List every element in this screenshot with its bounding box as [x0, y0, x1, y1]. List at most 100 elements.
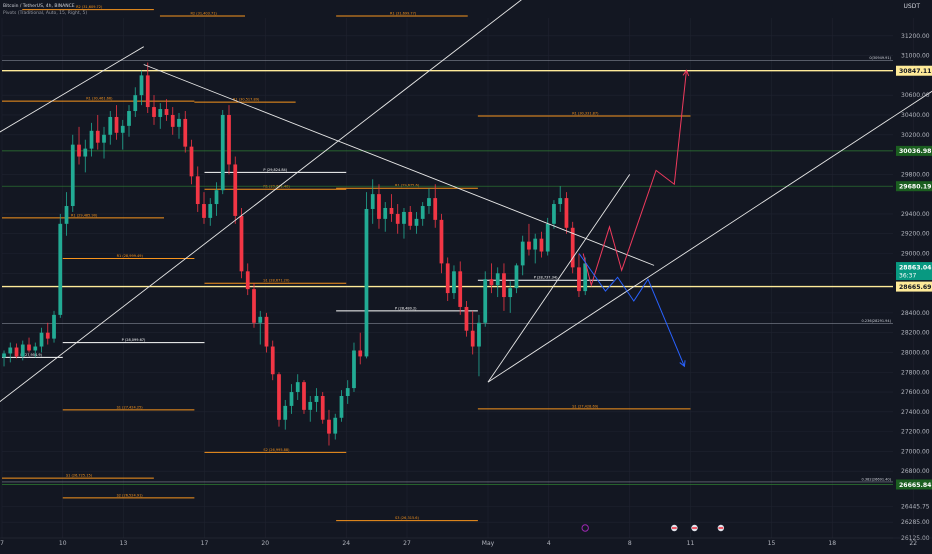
currency-label: USDT: [903, 3, 921, 10]
pivot-level-label: R1 (30,461.66): [86, 97, 113, 101]
time-axis-label: 22: [909, 540, 917, 547]
pivot-level-label: S1 (26,725.15): [66, 474, 93, 478]
pivot-level-label: R2 (31,403.71): [190, 12, 217, 16]
price-axis-label: 30400.00: [901, 112, 930, 119]
trend-line: [487, 90, 932, 383]
price-axis-label: 28400.00: [901, 310, 930, 317]
candle-body: [108, 116, 113, 135]
candle-body: [333, 417, 338, 434]
candle-body: [145, 75, 150, 108]
candle-body: [270, 346, 275, 375]
pivot-level-label: R1 (30,517.89): [233, 98, 260, 102]
candle-body: [458, 271, 463, 307]
price-axis-label: 29400.00: [901, 211, 930, 218]
candle-body: [514, 265, 519, 289]
arrow-head-icon: [682, 69, 690, 77]
candle-body: [552, 204, 556, 224]
candle-body: [114, 116, 119, 133]
price-badge: [896, 65, 932, 76]
candle-body: [377, 194, 381, 219]
price-badge-value: 30847.11: [899, 68, 932, 75]
candle-body: [289, 392, 294, 406]
price-badge: [896, 145, 932, 156]
candle-body: [533, 238, 538, 250]
candle-body: [70, 144, 75, 207]
candle-body: [495, 273, 500, 286]
candle-body: [352, 350, 356, 389]
candle-body: [470, 330, 475, 347]
candle-body: [370, 194, 375, 209]
trend-line: [487, 174, 631, 383]
pivot-level-label: P (27,954.9): [20, 353, 42, 357]
price-axis-label: 30600.00: [901, 92, 930, 99]
price-axis-label: 31000.00: [901, 53, 930, 60]
candle-body: [502, 273, 506, 298]
fib-level-label: 0(30949.91): [869, 56, 891, 60]
price-axis-label: 27200.00: [901, 429, 930, 436]
pivot-level-label: R1 (29,631.40): [263, 185, 290, 189]
candle-body: [258, 316, 263, 323]
candle-body: [302, 382, 306, 410]
candle-body: [395, 213, 400, 224]
price-axis-label: 27600.00: [901, 389, 930, 396]
candle-body: [8, 347, 13, 354]
time-axis-label: 18: [828, 540, 836, 547]
candle-body: [489, 279, 494, 286]
pivot-level-label: P (28,099.67): [122, 338, 146, 342]
candle-body: [402, 211, 406, 224]
candle-body: [583, 263, 588, 292]
candle-body: [58, 223, 63, 315]
price-axis-label: 27800.00: [901, 369, 930, 376]
candle-body: [477, 322, 481, 347]
candle-body: [239, 215, 244, 272]
candle-body: [389, 207, 394, 214]
pivot-level-label: R1 (29,675.6): [395, 184, 420, 188]
time-axis-label: 20: [261, 540, 269, 547]
earnings-icon: [581, 524, 589, 532]
flag-icon-stripe: [692, 527, 697, 529]
price-axis-label: 28000.00: [901, 349, 930, 356]
pivot-level-label: S2 (26,524.91): [117, 493, 144, 497]
time-axis-label: 10: [59, 540, 67, 547]
candle-body: [52, 314, 56, 339]
price-badge-value: 28665.69: [899, 284, 932, 291]
candle-body: [320, 396, 325, 420]
trend-line: [143, 64, 655, 266]
candle-body: [558, 198, 563, 205]
candle-body: [445, 263, 450, 294]
candle-body: [433, 198, 438, 220]
candle-body: [170, 114, 175, 127]
pivot-level-label: R1 (30,331.87): [572, 111, 599, 115]
candle-body: [345, 388, 350, 397]
time-axis-label: 15: [768, 540, 776, 547]
candle-body: [183, 118, 188, 147]
pivot-level-label: S1 (27,424.25): [117, 405, 144, 409]
price-axis-label: 26285.00: [901, 519, 930, 526]
price-badge-value: 26665.84: [899, 482, 932, 489]
candle-body: [45, 332, 50, 339]
candle-body: [420, 206, 425, 219]
trend-line: [0, 46, 144, 133]
price-axis-label: 26800.00: [901, 468, 930, 475]
candle-body: [283, 405, 288, 420]
price-axis-label: 31200.00: [901, 33, 930, 40]
candle-body: [27, 344, 31, 351]
candle-body: [427, 198, 431, 207]
price-badge-value: 29680.19: [899, 184, 932, 191]
price-badge: [896, 479, 932, 490]
candle-body: [520, 241, 525, 266]
time-axis-label: May: [482, 540, 495, 547]
price-badge: [896, 181, 932, 192]
time-axis-label: 11: [687, 540, 695, 547]
time-axis-label: 7: [0, 540, 4, 547]
candle-body: [164, 109, 169, 115]
pivot-level-label: P (29,824.84): [263, 168, 287, 172]
candle-body: [577, 267, 581, 292]
candle-body: [20, 344, 25, 357]
candle-body: [14, 347, 19, 357]
price-axis-label: 26125.00: [901, 535, 930, 542]
candle-body: [177, 118, 181, 127]
arrow-head-icon: [679, 360, 686, 368]
